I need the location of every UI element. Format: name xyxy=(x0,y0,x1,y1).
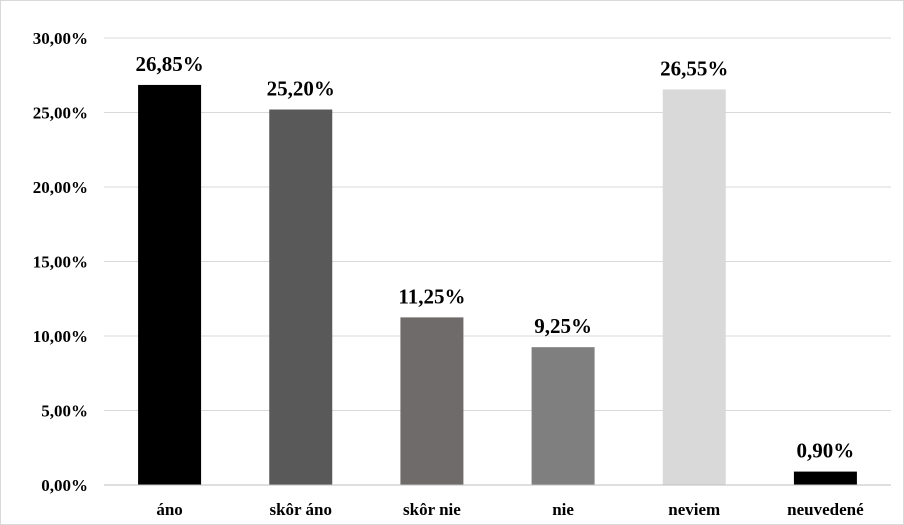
y-tick-label: 25,00% xyxy=(33,104,88,123)
x-category-label: neuvedené xyxy=(787,500,864,519)
data-label: 26,55% xyxy=(660,56,728,80)
bars xyxy=(138,84,857,486)
data-label: 25,20% xyxy=(267,77,335,101)
x-category-label: nie xyxy=(552,500,574,519)
y-axis-tick-labels: 0,00% 5,00% 10,00% 15,00% 20,00% 25,00% 30,00% xyxy=(33,29,88,495)
gridlines xyxy=(104,37,891,411)
data-labels: 26,85% 25,20% 11,25% 9,25% 26,55% 0,90% xyxy=(135,52,854,463)
y-tick-label: 15,00% xyxy=(33,253,88,272)
bar xyxy=(138,84,202,485)
bar xyxy=(793,471,857,485)
bar xyxy=(531,347,595,485)
y-tick-label: 30,00% xyxy=(33,29,88,48)
y-tick-label: 20,00% xyxy=(33,178,88,197)
y-tick-label: 10,00% xyxy=(33,327,88,346)
bar xyxy=(400,317,464,485)
data-label: 9,25% xyxy=(534,314,592,338)
bar xyxy=(269,109,333,486)
bar xyxy=(662,89,726,485)
x-category-label: áno xyxy=(156,500,182,519)
data-label: 11,25% xyxy=(398,284,465,308)
y-tick-label: 5,00% xyxy=(41,402,88,421)
y-tick-label: 0,00% xyxy=(41,476,88,495)
data-label: 0,90% xyxy=(797,439,855,463)
data-label: 26,85% xyxy=(135,52,203,76)
x-category-label: neviem xyxy=(668,500,720,519)
x-category-label: skôr nie xyxy=(403,500,461,519)
x-axis-category-labels: áno skôr áno skôr nie nie neviem neuvedené xyxy=(156,500,864,519)
x-category-label: skôr áno xyxy=(269,500,332,519)
